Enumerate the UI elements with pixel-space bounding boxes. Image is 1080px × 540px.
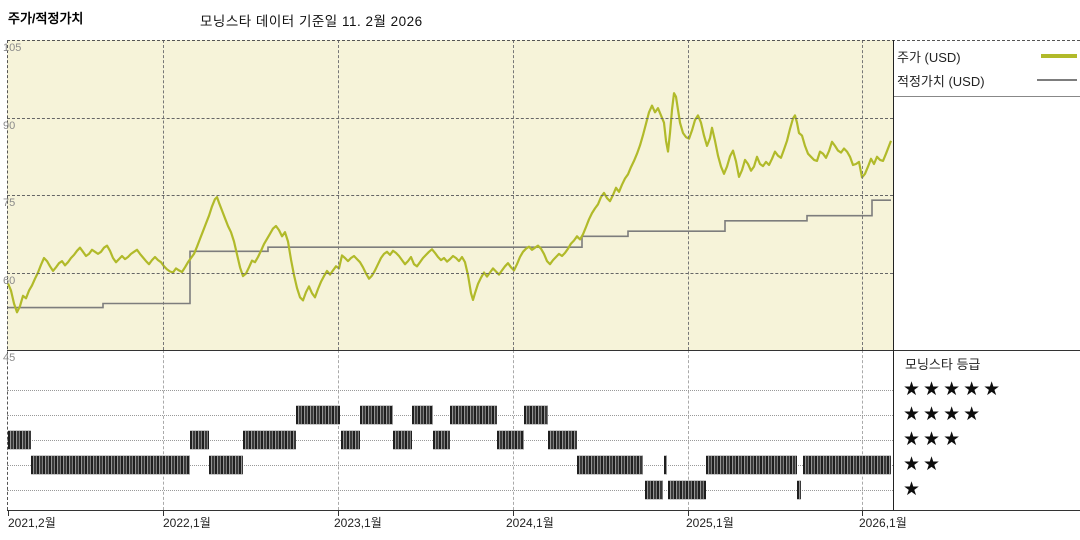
star-icons-row-3: ★★★ — [903, 429, 964, 450]
rating-band-1-star — [645, 480, 663, 500]
page-title: 주가/적정가치 — [8, 11, 84, 26]
rating-band-2-star — [803, 455, 891, 475]
rating-legend-title: 모닝스타 등급 — [905, 357, 981, 372]
y-axis-label: 75 — [3, 197, 16, 209]
rating-timeline-plot-area — [7, 350, 893, 510]
y-axis-label: 60 — [3, 274, 16, 287]
rating-band-2-star — [31, 455, 190, 475]
rating-gridline — [7, 440, 893, 441]
x-axis-label: 2026,1월 — [859, 516, 907, 530]
plot-top-border — [7, 40, 1080, 41]
y-axis-label: 105 — [3, 42, 22, 54]
fair-value-line — [8, 199, 891, 309]
rating-band-3-star — [393, 430, 412, 450]
star-icons-row-2: ★★ — [903, 454, 944, 475]
rating-band-3-star — [341, 430, 360, 450]
x-axis-tick — [513, 510, 514, 516]
rating-gridline — [7, 390, 893, 391]
rating-band-3-star — [497, 430, 524, 450]
plot-left-border — [7, 40, 8, 510]
x-gridline — [163, 40, 164, 350]
rating-band-2-star — [706, 455, 797, 475]
rating-band-2-star — [577, 455, 643, 475]
data-as-of-label: 모닝스타 데이터 기준일 11. 2월 2026 — [200, 14, 423, 29]
y-axis-label: 90 — [3, 119, 16, 132]
rating-band-1-star — [668, 480, 706, 500]
legend-price-item: 주가 (USD) — [897, 44, 1077, 68]
x-axis-label: 2025,1월 — [686, 516, 734, 530]
rating-band-3-star — [548, 430, 577, 450]
x-gridline — [338, 350, 339, 510]
x-gridline — [513, 40, 514, 350]
x-axis-tick — [8, 510, 9, 516]
legend-price-label: 주가 (USD) — [897, 49, 961, 65]
rating-band-2-star — [209, 455, 243, 475]
rating-band-3-star — [243, 430, 296, 450]
rating-band-4-star — [360, 405, 393, 425]
y-gridline — [7, 195, 893, 196]
rating-band-4-star — [412, 405, 433, 425]
x-axis-tick — [688, 510, 689, 516]
x-gridline — [862, 350, 863, 510]
rating-band-2-star — [664, 455, 667, 475]
price-line — [7, 92, 893, 314]
plot-right-border — [893, 40, 894, 510]
x-gridline — [862, 40, 863, 350]
x-axis-label: 2022,1월 — [163, 516, 211, 530]
legend-fair-value-label: 적정가치 (USD) — [897, 73, 985, 89]
rating-band-3-star — [190, 430, 209, 450]
x-axis-label: 2023,1월 — [334, 516, 382, 530]
price-chart-canvas — [7, 92, 893, 314]
rating-band-4-star — [524, 405, 548, 425]
x-axis-tick — [338, 510, 339, 516]
x-axis-label: 2024,1월 — [506, 516, 554, 530]
x-axis-label: 2021,2월 — [8, 516, 56, 530]
rating-band-3-star — [8, 430, 31, 450]
x-axis-tick — [163, 510, 164, 516]
price-line-swatch-icon — [1041, 54, 1077, 58]
rating-gridline — [7, 490, 893, 491]
x-axis-tick — [862, 510, 863, 516]
price-rating-divider — [7, 350, 1080, 351]
price-legend: 주가 (USD) 적정가치 (USD) — [897, 44, 1077, 92]
star-icons-row-5: ★★★★★ — [903, 379, 1004, 400]
x-gridline — [688, 350, 689, 510]
x-gridline — [338, 40, 339, 350]
legend-bottom-border — [894, 96, 1080, 97]
rating-gridline — [7, 465, 893, 466]
star-icons-row-1: ★ — [903, 479, 924, 500]
rating-band-4-star — [450, 405, 497, 425]
fair-value-line-swatch-icon — [1037, 79, 1077, 81]
x-gridline — [163, 350, 164, 510]
rating-band-4-star — [296, 405, 340, 425]
star-icons-row-4: ★★★★ — [903, 404, 984, 425]
price-chart-plot-area — [7, 40, 893, 350]
y-gridline — [7, 117, 893, 119]
legend-fair-value-item: 적정가치 (USD) — [897, 68, 1077, 92]
y-axis-label: 45 — [3, 352, 16, 364]
rating-band-1-star — [797, 480, 801, 500]
rating-band-3-star — [433, 430, 450, 450]
x-gridline — [688, 40, 689, 350]
plot-bottom-border — [7, 510, 1080, 511]
y-gridline — [7, 272, 893, 274]
